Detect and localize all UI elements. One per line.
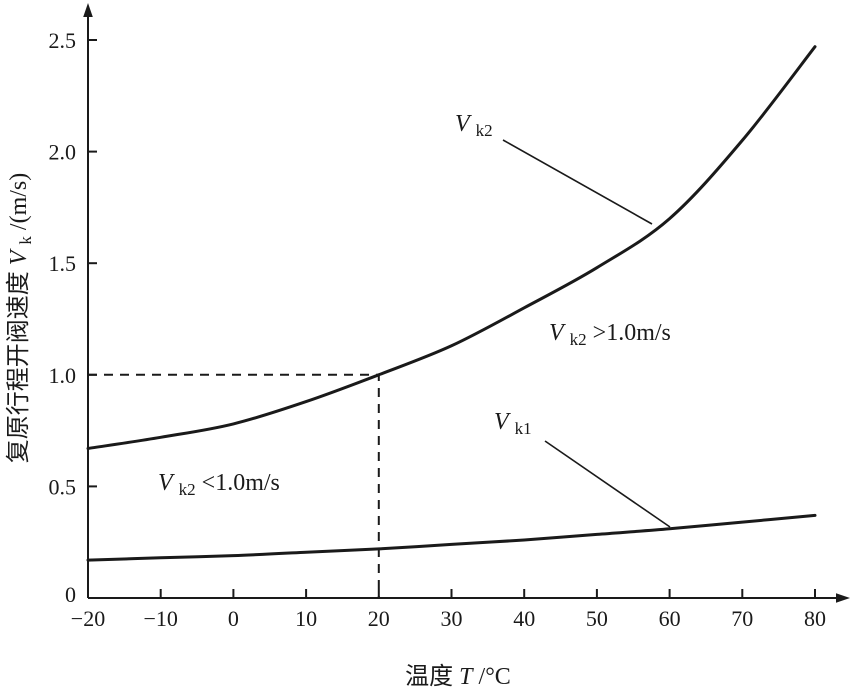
x-axis-title: 温度 T /°C (405, 663, 511, 690)
x-tick-label: 30 (441, 606, 463, 631)
y-tick-label: 1.5 (49, 251, 77, 276)
vk1-label-sub: k1 (515, 419, 532, 438)
x-tick-label: −10 (143, 606, 177, 631)
x-axis-arrow (836, 593, 850, 603)
y-tick-label: 0.5 (49, 474, 77, 499)
y-title-sub: k (16, 236, 35, 245)
vk1-leader-line (544, 440, 671, 528)
vk1-curve (86, 513, 817, 562)
x-tick-label: 40 (513, 606, 535, 631)
vk2-label-var: V (455, 111, 472, 137)
y-axis-arrow (83, 3, 93, 17)
y-title-var: V (6, 248, 32, 265)
y-title-prefix: 复原行程开阀速度 (5, 271, 32, 463)
y-tick-label: 2.5 (49, 28, 77, 53)
x-tick-label: 10 (295, 606, 317, 631)
vk2-curve-label: V k2 (455, 111, 493, 140)
y-title-suffix: /(m/s) (6, 173, 32, 230)
x-tick-label: 20 (368, 606, 390, 631)
x-tick-label: 50 (586, 606, 608, 631)
region-right-var: V (549, 320, 566, 346)
vk1-curve-label: V k1 (494, 409, 532, 438)
region-right-rest: >1.0m/s (593, 320, 671, 346)
x-tick-label: 0 (228, 606, 239, 631)
x-tick-label: 80 (804, 606, 826, 631)
region-right-sub: k2 (570, 330, 587, 349)
region-left-rest: <1.0m/s (202, 470, 280, 496)
x-tick-label: −20 (71, 606, 105, 631)
axes-group: −20 −10 0 10 20 30 40 50 60 70 80 0 0.5 1.0 1.5 2.0 2.5 (49, 3, 850, 631)
vk2-leader-line (502, 139, 653, 225)
x-tick-label: 70 (731, 606, 753, 631)
x-title-prefix: 温度 (405, 663, 453, 690)
region-left-sub: k2 (179, 480, 196, 499)
y-tick-label: 0 (65, 582, 76, 607)
region-annotation-right: V k2 >1.0m/s (549, 320, 671, 351)
region-left-var: V (158, 470, 175, 496)
vk2-label-sub: k2 (476, 121, 493, 140)
y-axis-title: 复原行程开阀速度 V k /(m/s) (5, 173, 37, 464)
y-tick-label: 1.0 (49, 363, 77, 388)
vk2-curve (86, 45, 817, 450)
y-tick-label: 2.0 (49, 140, 77, 165)
region-annotation-left: V k2 <1.0m/s (158, 470, 280, 501)
x-title-var: T (459, 664, 474, 690)
vk1-label-var: V (494, 409, 511, 435)
x-tick-label: 60 (659, 606, 681, 631)
x-title-suffix: /°C (479, 664, 511, 690)
